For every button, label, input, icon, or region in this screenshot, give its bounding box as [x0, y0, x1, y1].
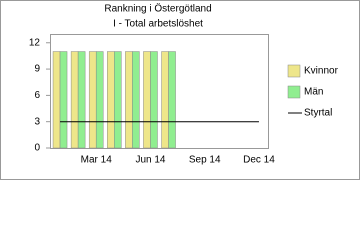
bar: [132, 51, 140, 149]
x-tick-label: Mar 14: [81, 155, 113, 166]
legend-swatch: [287, 64, 301, 78]
x-tick-label: Dec 14: [243, 155, 275, 166]
y-tick-label: 3: [34, 116, 40, 127]
x-tick-label: Sep 14: [189, 155, 221, 166]
legend-label: Styrtal: [304, 108, 332, 119]
bar: [59, 51, 68, 149]
plot-area: [50, 34, 269, 149]
bar: [143, 51, 151, 149]
bar: [150, 51, 158, 149]
bar: [77, 51, 86, 149]
bar: [88, 51, 97, 149]
chart: Rankning i Östergötland I - Total arbets…: [0, 0, 360, 180]
bar: [95, 51, 104, 149]
bar: [161, 51, 169, 149]
bar: [70, 51, 79, 149]
y-tick-label: 9: [34, 64, 40, 75]
bar: [107, 51, 115, 149]
y-tick-label: 0: [34, 143, 40, 154]
chart-subtitle: I - Total arbetslöshet: [113, 19, 203, 30]
legend-label: Män: [304, 87, 323, 98]
bar: [114, 51, 122, 149]
chart-title: Rankning i Östergötland: [104, 3, 211, 15]
bar: [125, 51, 133, 149]
y-tick-label: 12: [29, 37, 41, 48]
legend-label: Kvinnor: [304, 66, 339, 77]
x-tick-label: Jun 14: [135, 155, 165, 166]
y-tick-label: 6: [34, 90, 40, 101]
legend-swatch: [287, 85, 301, 99]
bar: [52, 51, 61, 149]
bar: [168, 51, 176, 149]
